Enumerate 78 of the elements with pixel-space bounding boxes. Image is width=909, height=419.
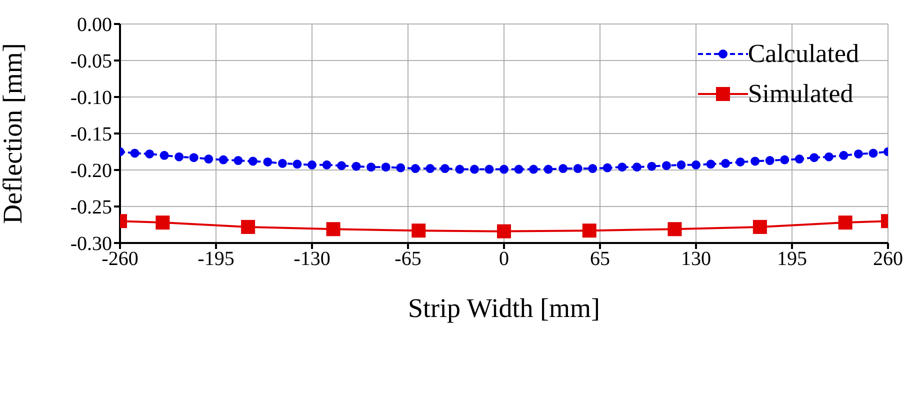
point <box>544 164 553 174</box>
point <box>602 163 612 172</box>
point <box>189 153 198 162</box>
point <box>145 149 154 158</box>
point <box>234 156 243 166</box>
point <box>263 157 272 166</box>
y-tick-label: 0.00 <box>77 14 112 36</box>
point <box>662 161 671 170</box>
point <box>174 152 184 162</box>
point <box>588 164 598 174</box>
point <box>337 161 346 170</box>
point <box>292 160 302 169</box>
point <box>160 150 169 160</box>
point <box>204 154 214 164</box>
x-tick-label: 130 <box>681 248 711 270</box>
point <box>412 224 426 238</box>
point <box>529 164 538 174</box>
point <box>854 149 863 158</box>
x-tick-label: 65 <box>590 248 610 270</box>
y-tick-label: -0.25 <box>70 196 112 219</box>
point <box>668 222 682 236</box>
point <box>352 162 361 171</box>
point <box>426 164 435 174</box>
point <box>838 216 852 230</box>
point <box>326 222 340 236</box>
x-tick-label: -195 <box>198 248 234 270</box>
point <box>573 164 582 174</box>
x-tick-label: 260 <box>873 248 903 270</box>
point <box>396 163 406 172</box>
y-tick-label: -0.10 <box>70 87 112 110</box>
x-tick-label: -65 <box>394 248 422 270</box>
y-tick-label: -0.20 <box>70 160 112 182</box>
point <box>278 158 287 168</box>
legend-label: Calculated <box>748 38 859 70</box>
point <box>752 220 767 234</box>
point <box>500 164 508 174</box>
point <box>765 156 774 166</box>
y-axis-title: Deflection [mm] <box>0 43 28 224</box>
y-tick-label: -0.15 <box>70 124 112 146</box>
point <box>868 148 878 158</box>
point <box>647 162 656 171</box>
point <box>381 162 390 172</box>
point <box>241 220 256 234</box>
point <box>750 156 760 166</box>
point <box>582 224 596 238</box>
point <box>248 156 258 166</box>
point <box>794 154 804 164</box>
legend-label: Simulated <box>748 78 854 110</box>
point <box>410 164 420 174</box>
point <box>692 160 700 170</box>
point <box>322 160 332 170</box>
point <box>736 157 745 166</box>
x-tick-label: -130 <box>294 248 330 270</box>
point <box>484 164 494 174</box>
point <box>156 216 170 230</box>
point <box>618 162 627 172</box>
point <box>470 164 479 174</box>
point <box>780 155 790 164</box>
point <box>676 160 686 170</box>
x-tick-label: 0 <box>499 248 509 270</box>
point <box>632 162 642 172</box>
point <box>706 160 716 169</box>
point <box>810 153 819 162</box>
point <box>497 224 511 238</box>
point <box>558 164 568 174</box>
point <box>308 160 316 170</box>
point <box>514 164 524 174</box>
point <box>721 158 730 168</box>
point <box>440 164 450 174</box>
x-axis-title: Strip Width [mm] <box>408 293 600 323</box>
point <box>218 155 228 164</box>
point <box>130 148 140 158</box>
point <box>824 152 834 162</box>
point <box>455 164 464 174</box>
y-tick-label: -0.05 <box>70 50 112 73</box>
x-tick-label: 195 <box>777 248 807 270</box>
point <box>366 162 376 172</box>
point <box>839 150 848 160</box>
